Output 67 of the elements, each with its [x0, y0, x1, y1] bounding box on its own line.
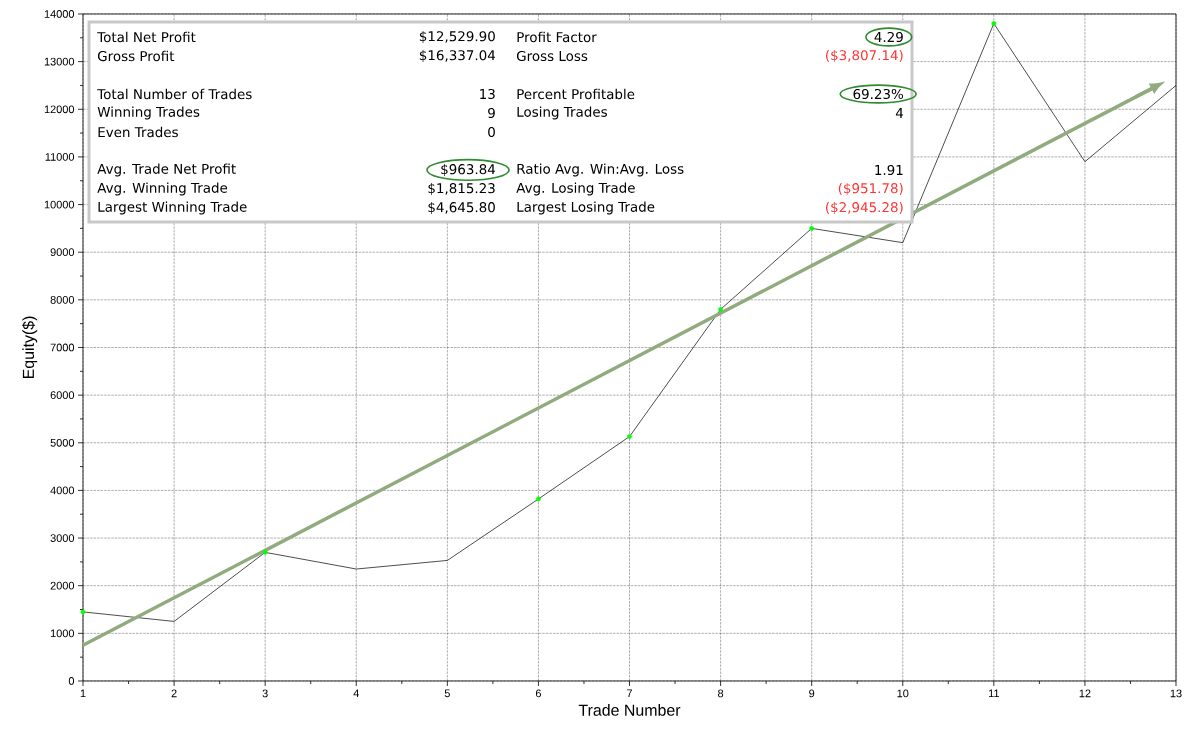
point — [80, 609, 86, 615]
x-tick-label: 3 — [262, 689, 268, 698]
annotation: 4.29 — [874, 31, 903, 43]
y-tick-label: 11000 — [45, 153, 75, 161]
annotation: Avg. Trade Net Profit — [97, 163, 236, 177]
annotation: ($2,945.28) — [826, 201, 903, 215]
x-tick-label: 6 — [535, 689, 541, 698]
annotation: Gross Profit — [97, 50, 175, 62]
x-tick-label: 5 — [444, 689, 450, 698]
x-tick-label: 4 — [353, 689, 359, 698]
annotation: Total Net Profit — [97, 31, 196, 43]
point — [627, 434, 632, 439]
annotation: Even Trades — [98, 126, 178, 138]
x-tick-label: 8 — [718, 689, 724, 698]
annotation: 69.23% — [853, 88, 904, 100]
annotation: 1.91 — [875, 164, 903, 176]
y-axis-title: Equity($) — [22, 316, 38, 379]
x-tick-label: 7 — [627, 689, 633, 698]
annotation: Avg. Losing Trade — [516, 182, 635, 196]
x-tick-label: 11 — [988, 689, 999, 698]
x-tick-label: 2 — [171, 689, 177, 698]
annotation: Ratio Avg. Win:Avg. Loss — [517, 163, 684, 177]
annotation: ($3,807.14) — [826, 49, 903, 63]
y-tick-label: 7000 — [50, 343, 75, 352]
annotation: 0 — [488, 126, 495, 138]
y-tick-label: 0 — [68, 677, 75, 685]
point — [809, 225, 815, 231]
annotation: $16,337.04 — [419, 49, 496, 63]
annotation: $963.84 — [441, 163, 496, 177]
x-tick-label: 13 — [1170, 689, 1182, 698]
y-tick-label: 9000 — [50, 248, 75, 257]
annotation: $1,815.23 — [428, 182, 495, 196]
x-tick-label: 12 — [1079, 689, 1091, 698]
y-tick-label: 13000 — [44, 57, 75, 66]
y-tick-label: 14000 — [44, 10, 75, 18]
annotation: Winning Trades — [97, 106, 200, 120]
y-tick-label: 6000 — [50, 391, 75, 400]
y-tick-label: 2000 — [50, 581, 75, 590]
y-tick-label: 8000 — [50, 295, 75, 304]
x-tick-label: 10 — [897, 689, 909, 698]
x-tick-label: 1 — [80, 689, 86, 698]
annotation: Largest Winning Trade — [98, 201, 247, 215]
annotation: 9 — [488, 107, 495, 119]
y-tick-label: 4000 — [50, 486, 75, 495]
annotation: Gross Loss — [516, 50, 588, 62]
annotation: Total Number of Trades — [97, 88, 252, 100]
annotation: $4,645.80 — [428, 201, 495, 215]
annotation: $12,529.90 — [419, 30, 495, 44]
point — [536, 496, 541, 502]
annotation: Avg. Winning Trade — [97, 182, 228, 196]
y-tick-label: 1000 — [50, 629, 75, 638]
point — [262, 549, 268, 555]
y-tick-label: 3000 — [50, 534, 75, 542]
annotation: Losing Trades — [517, 106, 607, 120]
point — [991, 21, 997, 26]
y-tick-label: 5000 — [50, 438, 75, 447]
annotation: Profit Factor — [517, 31, 597, 43]
annotation: 13 — [480, 88, 495, 100]
point — [718, 306, 723, 312]
annotation: Percent Profitable — [517, 88, 635, 100]
y-tick-label: 12000 — [44, 105, 75, 114]
y-tick-label: 10000 — [44, 200, 75, 209]
annotation: 4 — [895, 108, 904, 118]
x-axis-title: Trade Number — [578, 704, 681, 716]
annotation: ($951.78) — [838, 182, 903, 196]
x-tick-label: 9 — [809, 689, 815, 698]
annotation: Largest Losing Trade — [517, 201, 655, 215]
